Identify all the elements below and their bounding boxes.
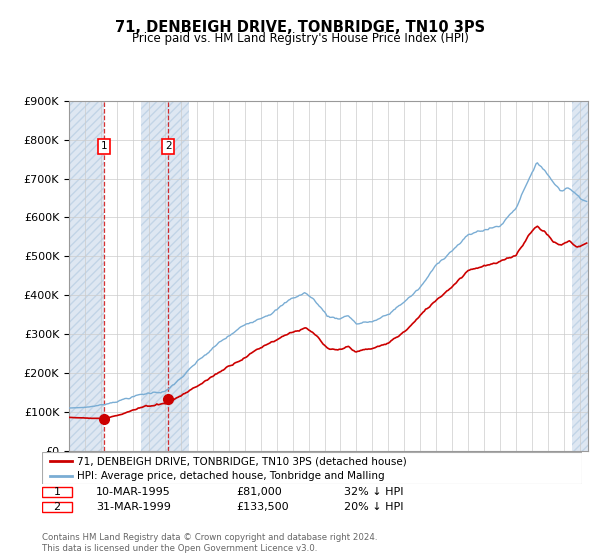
Bar [572, 101, 588, 451]
Text: 32% ↓ HPI: 32% ↓ HPI [344, 487, 404, 497]
Text: Price paid vs. HM Land Registry's House Price Index (HPI): Price paid vs. HM Land Registry's House … [131, 32, 469, 45]
Text: 31-MAR-1999: 31-MAR-1999 [96, 502, 171, 512]
Text: £133,500: £133,500 [236, 502, 289, 512]
Text: HPI: Average price, detached house, Tonbridge and Malling: HPI: Average price, detached house, Tonb… [77, 472, 385, 481]
Bar [42, 502, 72, 512]
Text: Contains HM Land Registry data © Crown copyright and database right 2024.
This d: Contains HM Land Registry data © Crown c… [42, 533, 377, 553]
Text: 2: 2 [53, 502, 61, 512]
Text: 20% ↓ HPI: 20% ↓ HPI [344, 502, 404, 512]
Text: 1: 1 [101, 141, 107, 151]
Text: £81,000: £81,000 [236, 487, 282, 497]
Text: 2: 2 [165, 141, 172, 151]
Bar [141, 101, 189, 451]
Text: 71, DENBEIGH DRIVE, TONBRIDGE, TN10 3PS (detached house): 71, DENBEIGH DRIVE, TONBRIDGE, TN10 3PS … [77, 456, 407, 466]
Text: 10-MAR-1995: 10-MAR-1995 [96, 487, 171, 497]
Bar [42, 487, 72, 497]
Bar [69, 101, 104, 451]
Text: 1: 1 [53, 487, 61, 497]
Text: 71, DENBEIGH DRIVE, TONBRIDGE, TN10 3PS: 71, DENBEIGH DRIVE, TONBRIDGE, TN10 3PS [115, 20, 485, 35]
